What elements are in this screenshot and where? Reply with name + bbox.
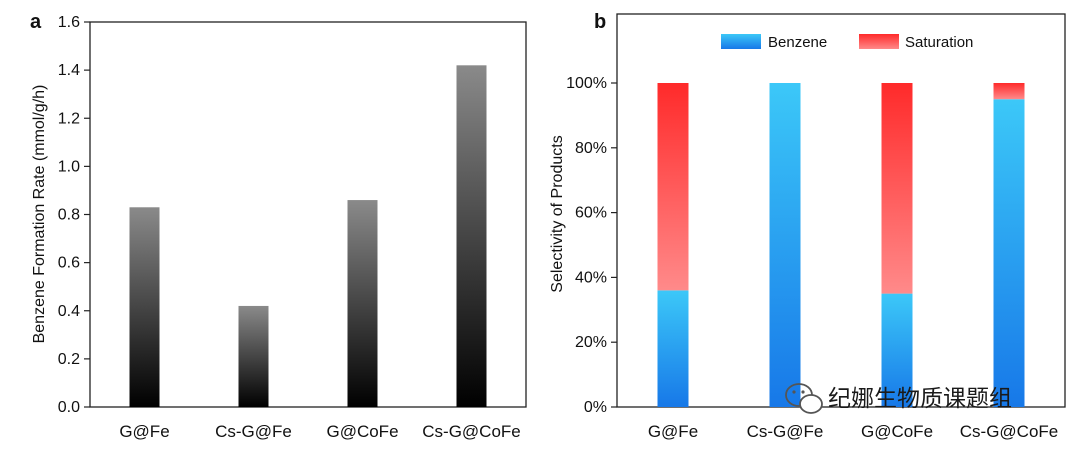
legend-swatch-saturation — [859, 34, 899, 49]
panel-a-bar — [238, 305, 269, 407]
panel-a-y-tick-label: 0.6 — [58, 255, 80, 272]
panel-a-label: a — [30, 11, 42, 33]
panel-a-y-tick-label: 1.6 — [58, 14, 80, 31]
panel-b-bar-saturation — [881, 83, 913, 294]
panel-b-y-axis-title: Selectivity of Products — [549, 135, 566, 292]
watermark-text: 纪娜生物质课题组 — [828, 385, 1012, 411]
panel-a: a Benzene Formation Rate (mmol/g/h) 0.0 0… — [30, 11, 527, 441]
panel-a-y-axis-title: Benzene Formation Rate (mmol/g/h) — [31, 85, 48, 344]
panel-b-bar-benzene — [993, 99, 1025, 407]
legend-item-benzene: Benzene — [721, 34, 827, 51]
panel-b-label: b — [594, 11, 606, 33]
panel-b-x-tick-label: G@Fe — [648, 422, 698, 441]
panel-b-bar-benzene — [657, 290, 689, 407]
panel-b-y-tick-label: 80% — [575, 140, 607, 157]
watermark: 纪娜生物质课题组 — [785, 383, 1012, 414]
panel-a-y-tick-label: 0.2 — [58, 351, 80, 368]
panel-a-bar — [456, 65, 487, 407]
panel-a-y-tick-label: 0.8 — [58, 207, 80, 224]
panel-a-bar — [347, 200, 378, 407]
panel-a-x-tick-label: Cs-G@CoFe — [422, 422, 521, 441]
panel-b-x-tick-label: Cs-G@Fe — [747, 422, 824, 441]
legend-swatch-benzene — [721, 34, 761, 49]
panel-a-y-tick-label: 0.0 — [58, 399, 80, 416]
legend: Benzene Saturation — [721, 34, 973, 51]
panel-b: b Selectivity of Products Benzene Satura… — [549, 11, 1066, 441]
legend-item-saturation: Saturation — [859, 34, 973, 51]
panel-b-x-tick-label: G@CoFe — [861, 422, 933, 441]
panel-b-y-tick-label: 0% — [584, 399, 607, 416]
panel-b-bar-benzene — [769, 83, 801, 407]
panel-a-y-tick-label: 1.0 — [58, 158, 80, 175]
panel-b-y-tick-label: 40% — [575, 269, 607, 286]
panel-a-y-tick-label: 0.4 — [58, 303, 80, 320]
panel-b-y-tick-label: 20% — [575, 334, 607, 351]
panel-b-bar-saturation — [993, 83, 1025, 100]
legend-label-saturation: Saturation — [905, 34, 973, 51]
panel-a-y-tick-label: 1.2 — [58, 110, 80, 127]
panel-a-x-tick-label: Cs-G@Fe — [215, 422, 292, 441]
panel-b-frame — [616, 13, 1066, 408]
panel-b-y-tick-label: 60% — [575, 205, 607, 222]
panel-a-x-tick-label: G@Fe — [119, 422, 169, 441]
panel-b-x-tick-label: Cs-G@CoFe — [960, 422, 1059, 441]
panel-b-y-tick-label: 100% — [566, 75, 607, 92]
wechat-icon — [785, 383, 823, 414]
panel-a-x-tick-label: G@CoFe — [326, 422, 398, 441]
panel-b-bar-benzene — [881, 293, 913, 407]
panel-a-y-tick-label: 1.4 — [58, 62, 80, 79]
panel-a-bar — [129, 207, 160, 407]
panel-b-bar-saturation — [657, 83, 689, 291]
legend-label-benzene: Benzene — [768, 34, 827, 51]
